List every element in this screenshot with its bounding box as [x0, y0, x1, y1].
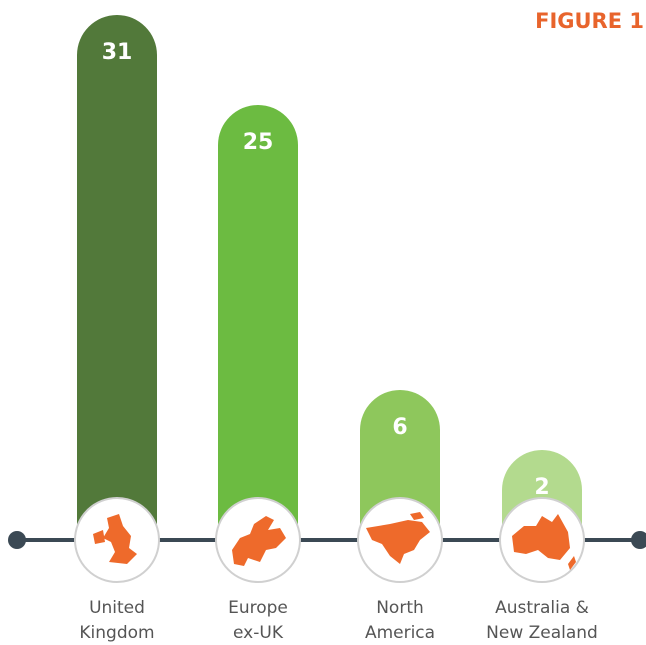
baseline-dot	[631, 531, 646, 549]
bar	[77, 15, 157, 541]
region-icon	[512, 514, 576, 570]
category-label: Kingdom	[79, 623, 154, 643]
value-label: 6	[392, 415, 407, 440]
category-label: Europe	[228, 598, 288, 618]
value-label: 25	[243, 130, 274, 155]
bar	[218, 105, 298, 540]
category-label: North	[376, 598, 424, 618]
category-label: America	[365, 623, 435, 643]
chart-title: FIGURE 1	[535, 9, 644, 33]
value-label: 2	[534, 475, 549, 500]
value-label: 31	[102, 40, 133, 65]
region-icon	[93, 514, 137, 564]
category-label: United	[89, 598, 145, 618]
region-icon	[366, 512, 430, 564]
category-label: ex-UK	[233, 623, 284, 643]
baseline-dot	[8, 531, 26, 549]
category-label: Australia &	[495, 598, 589, 618]
category-label: New Zealand	[486, 623, 598, 643]
region-icon	[232, 516, 286, 566]
